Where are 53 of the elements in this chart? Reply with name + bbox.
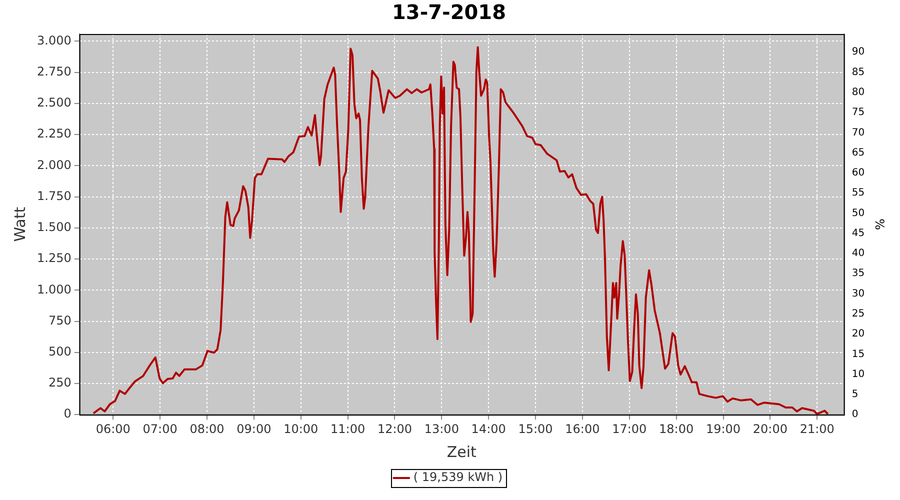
x-tick-label: 18:00 bbox=[659, 422, 694, 436]
y-tick-label: 1.000 bbox=[36, 282, 72, 296]
y2-tick-label: 75 bbox=[852, 107, 865, 118]
x-tick-label: 11:00 bbox=[330, 422, 366, 436]
x-tick-label: 13:00 bbox=[424, 422, 459, 436]
y-tick-label: 2.750 bbox=[36, 64, 72, 78]
y2-tick-label: 70 bbox=[852, 127, 865, 138]
y2-tick-label: 50 bbox=[852, 208, 865, 219]
chart-title: 13-7-2018 bbox=[392, 0, 506, 24]
y-tick-label: 1.750 bbox=[36, 188, 72, 203]
x-tick-label: 21:00 bbox=[800, 422, 834, 436]
x-tick-label: 20:00 bbox=[752, 422, 788, 436]
y-tick-label: 2.250 bbox=[36, 126, 72, 141]
y2-tick-label: 40 bbox=[852, 248, 865, 260]
y-tick-label: 1.250 bbox=[36, 251, 72, 266]
y-tick-label: 2.500 bbox=[36, 96, 72, 110]
y2-tick-label: 25 bbox=[852, 308, 865, 320]
x-tick-label: 14:00 bbox=[471, 422, 506, 436]
y-axis-title: Watt bbox=[10, 206, 29, 242]
x-tick-label: 12:00 bbox=[377, 422, 412, 436]
y2-tick-label: 20 bbox=[852, 328, 865, 340]
y2-tick-label: 35 bbox=[852, 268, 865, 280]
y2-tick-label: 10 bbox=[852, 368, 865, 380]
y2-tick-label: 55 bbox=[852, 188, 865, 199]
y-tick-label: 750 bbox=[48, 313, 72, 328]
x-tick-label: 17:00 bbox=[612, 422, 647, 436]
y2-tick-label: 0 bbox=[852, 409, 858, 420]
x-tick-label: 08:00 bbox=[190, 422, 224, 436]
y-tick-label: 3.000 bbox=[36, 33, 72, 48]
y2-tick-label: 45 bbox=[852, 228, 865, 239]
x-tick-label: 09:00 bbox=[236, 422, 272, 436]
x-tick-label: 19:00 bbox=[706, 422, 741, 436]
y2-tick-label: 15 bbox=[852, 348, 865, 360]
y2-tick-label: 30 bbox=[852, 288, 865, 300]
x-tick-label: 15:00 bbox=[518, 422, 553, 436]
y-tick-label: 2.000 bbox=[36, 158, 72, 172]
y2-tick-label: 60 bbox=[852, 168, 865, 179]
x-tick-label: 07:00 bbox=[142, 422, 178, 436]
x-tick-label: 10:00 bbox=[284, 422, 318, 436]
y-tick-label: 0 bbox=[64, 406, 72, 421]
y2-tick-label: 85 bbox=[852, 66, 865, 78]
x-tick-label: 06:00 bbox=[96, 422, 130, 436]
y-tick-label: 1.500 bbox=[36, 220, 72, 234]
y2-tick-label: 65 bbox=[852, 147, 865, 158]
y-tick-label: 500 bbox=[48, 344, 72, 358]
x-axis-title: Zeit bbox=[446, 442, 477, 461]
y2-tick-label: 80 bbox=[852, 86, 865, 98]
y-tick-label: 250 bbox=[48, 376, 72, 390]
x-tick-label: 16:00 bbox=[565, 422, 600, 436]
y2-tick-label: 5 bbox=[852, 389, 858, 400]
y2-axis-title: % bbox=[872, 218, 887, 230]
y2-tick-label: 90 bbox=[852, 46, 865, 58]
legend-label: ( 19,539 kWh ) bbox=[413, 470, 503, 484]
